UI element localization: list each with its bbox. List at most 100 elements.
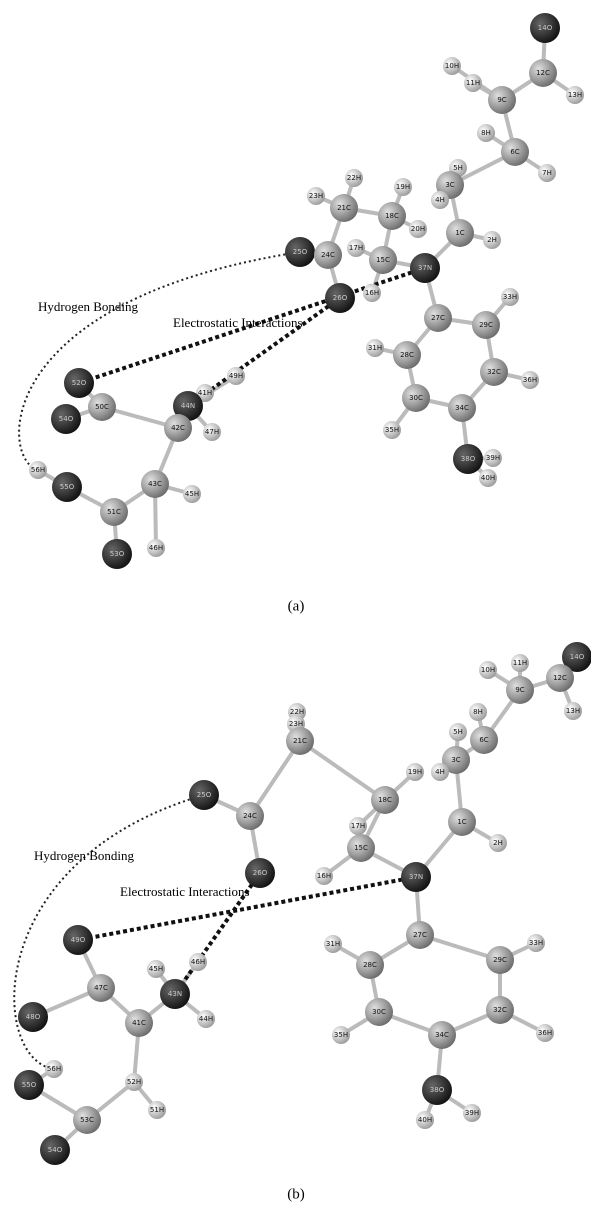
panel-caption: (a)	[288, 598, 305, 614]
atom-label: 55O	[22, 1081, 37, 1089]
atom-label: 1C	[455, 229, 464, 237]
atom-label: 13H	[568, 91, 582, 99]
atom-label: 26O	[333, 294, 348, 302]
atom-label: 4H	[435, 196, 445, 204]
atom-label: 13H	[566, 707, 580, 715]
atom-label: 2H	[487, 236, 497, 244]
atom-label: 32C	[487, 368, 501, 376]
atom-label: 41C	[132, 1019, 146, 1027]
atom-label: 8H	[473, 708, 483, 716]
atom-label: 16H	[365, 289, 379, 297]
figure: 14O12C13H10H11H9C8H6C7H5H3C4H1C2H22H19H2…	[0, 0, 591, 1207]
atom-label: 43C	[148, 480, 162, 488]
atom-label: 16H	[317, 872, 331, 880]
atom-label: 19H	[396, 183, 410, 191]
atom-label: 37N	[418, 264, 432, 272]
atom-label: 14O	[570, 653, 585, 661]
atom-label: 52H	[127, 1078, 141, 1086]
atom-label: 21C	[337, 204, 351, 212]
atom-label: 29C	[479, 321, 493, 329]
atom-label: 32C	[493, 1006, 507, 1014]
atom-label: 12C	[536, 69, 550, 77]
atom-label: 45H	[149, 965, 163, 973]
atom-label: 22H	[290, 708, 304, 716]
electrostatic-label: Electrostatic Interactions	[120, 884, 250, 899]
atom-label: 34C	[455, 404, 469, 412]
atom-label: 9C	[497, 96, 506, 104]
atom-label: 41H	[198, 389, 212, 397]
atom-label: 21C	[293, 737, 307, 745]
atom-label: 5H	[453, 164, 463, 172]
atom-label: 38O	[430, 1086, 445, 1094]
atom-label: 17H	[349, 244, 363, 252]
atom-label: 33H	[529, 939, 543, 947]
atom-label: 31H	[368, 344, 382, 352]
atom-label: 27C	[431, 314, 445, 322]
atom-label: 55O	[60, 483, 75, 491]
atom-label: 56H	[47, 1065, 61, 1073]
electrostatic-label: Electrostatic Interactions	[173, 315, 303, 330]
atom-label: 15C	[376, 256, 390, 264]
atom-label: 30C	[409, 394, 423, 402]
atom-label: 38O	[461, 455, 476, 463]
atom-label: 23H	[309, 192, 323, 200]
atom-label: 44H	[199, 1015, 213, 1023]
atom-label: 26O	[253, 869, 268, 877]
atom-label: 51H	[150, 1106, 164, 1114]
atom-label: 24C	[243, 812, 257, 820]
panel-caption: (b)	[287, 1186, 305, 1202]
atom-label: 47C	[94, 984, 108, 992]
atom-label: 39H	[486, 454, 500, 462]
atom-label: 10H	[481, 666, 495, 674]
atom-label: 23H	[289, 720, 303, 728]
atom-label: 12C	[553, 674, 567, 682]
atom-label: 15C	[354, 844, 368, 852]
atom-label: 2H	[493, 839, 503, 847]
bond	[300, 741, 385, 800]
atom-label: 29C	[493, 956, 507, 964]
atom-label: 46H	[191, 958, 205, 966]
atom-label: 20H	[411, 225, 425, 233]
atom-label: 17H	[351, 822, 365, 830]
atom-label: 3C	[451, 756, 460, 764]
atom-label: 40H	[418, 1116, 432, 1124]
atom-label: 54O	[59, 415, 74, 423]
atom-label: 40H	[481, 474, 495, 482]
atom-label: 25O	[197, 791, 212, 799]
atom-label: 6C	[479, 736, 488, 744]
atom-label: 36H	[538, 1029, 552, 1037]
atom-label: 47H	[205, 428, 219, 436]
atom-label: 53C	[80, 1116, 94, 1124]
atom-label: 34C	[435, 1031, 449, 1039]
atom-label: 24C	[321, 251, 335, 259]
atom-label: 56H	[31, 466, 45, 474]
atom-label: 45H	[185, 490, 199, 498]
atom-label: 33H	[503, 293, 517, 301]
atom-label: 11H	[513, 659, 527, 667]
atom-label: 3C	[445, 181, 454, 189]
hydrogen-bonding-label: Hydrogen Bonding	[34, 848, 135, 863]
atom-label: 18C	[385, 212, 399, 220]
atom-label: 27C	[413, 931, 427, 939]
atom-label: 1C	[457, 818, 466, 826]
atoms: 14O12C13H10H11H9C8H6C7H5H3C4H1C2H22H19H2…	[14, 13, 591, 1165]
atom-label: 36H	[523, 376, 537, 384]
atom-label: 11H	[466, 79, 480, 87]
atom-label: 18C	[378, 796, 392, 804]
atom-label: 8H	[481, 129, 491, 137]
atom-label: 39H	[465, 1109, 479, 1117]
atom-label: 6C	[510, 148, 519, 156]
hydrogen-bonding-label: Hydrogen Bonding	[38, 299, 139, 314]
atom-label: 35H	[385, 426, 399, 434]
atom-label: 49O	[71, 936, 86, 944]
atom-label: 42C	[171, 424, 185, 432]
atom-label: 49H	[229, 372, 243, 380]
atom-label: 43N	[168, 990, 182, 998]
atom-label: 30C	[372, 1008, 386, 1016]
atom-label: 28C	[400, 351, 414, 359]
atom-label: 35H	[334, 1031, 348, 1039]
atom-label: 5H	[453, 728, 463, 736]
atom-label: 4H	[435, 768, 445, 776]
atom-label: 31H	[326, 940, 340, 948]
atom-label: 54O	[48, 1146, 63, 1154]
